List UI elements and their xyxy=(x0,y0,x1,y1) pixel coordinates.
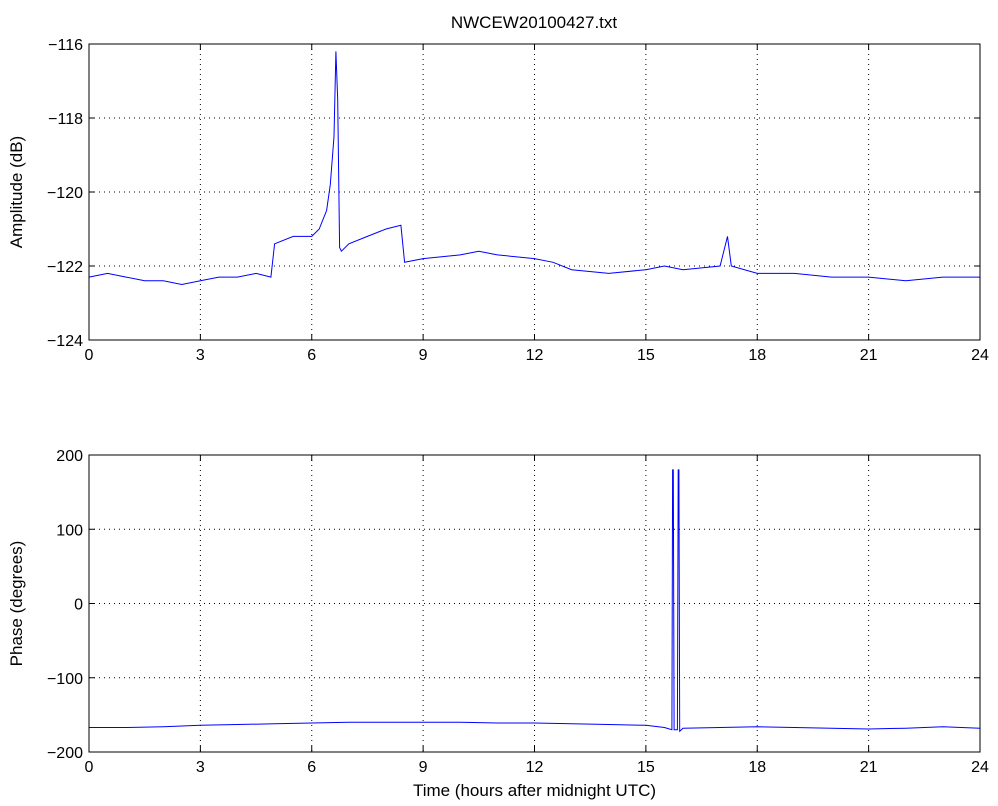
amplitude-plot: 0 3 6 9 12 15 18 21 24 −124 −122 −120 −118 −116 Amplit… xyxy=(7,37,989,364)
y-axis-label: Amplitude (dB) xyxy=(7,136,26,248)
x-tick-label: 3 xyxy=(196,347,205,364)
x-tick-label: 15 xyxy=(637,759,655,776)
y-tick-label: −116 xyxy=(48,37,83,54)
y-tick-label: −118 xyxy=(48,111,83,128)
x-tick-label: 0 xyxy=(85,759,94,776)
phase-plot: 0 3 6 9 12 15 18 21 24 −200 −100 0 100 200 Phase (degr… xyxy=(7,448,989,800)
x-tick-label: 21 xyxy=(860,347,878,364)
x-tick-label: 0 xyxy=(85,347,94,364)
y-axis-label: Phase (degrees) xyxy=(7,541,26,667)
series-line xyxy=(89,469,981,733)
x-tick-label: 24 xyxy=(971,347,989,364)
x-tick-label: 6 xyxy=(307,759,316,776)
series-line xyxy=(88,51,980,286)
x-tick-label: 18 xyxy=(748,759,766,776)
x-tick-label: 24 xyxy=(971,759,989,776)
chart-title: NWCEW20100427.txt xyxy=(451,13,618,32)
x-tick-label: 15 xyxy=(637,347,655,364)
y-tick-label: 200 xyxy=(56,448,83,465)
x-tick-label: 21 xyxy=(860,759,878,776)
y-tick-label: −124 xyxy=(47,333,83,350)
y-tick-label: −120 xyxy=(47,185,83,202)
y-tick-label: 0 xyxy=(74,597,83,614)
x-tick-label: 12 xyxy=(526,759,544,776)
y-tick-label: −122 xyxy=(47,259,83,276)
y-tick-label: 100 xyxy=(56,522,83,539)
x-tick-label: 6 xyxy=(307,347,316,364)
x-tick-label: 9 xyxy=(419,759,428,776)
x-axis-label: Time (hours after midnight UTC) xyxy=(413,781,656,800)
x-tick-label: 18 xyxy=(748,347,766,364)
x-tick-label: 12 xyxy=(526,347,544,364)
x-tick-label: 3 xyxy=(196,759,205,776)
y-tick-label: −200 xyxy=(47,745,83,762)
x-tick-label: 9 xyxy=(419,347,428,364)
y-tick-label: −100 xyxy=(47,671,83,688)
